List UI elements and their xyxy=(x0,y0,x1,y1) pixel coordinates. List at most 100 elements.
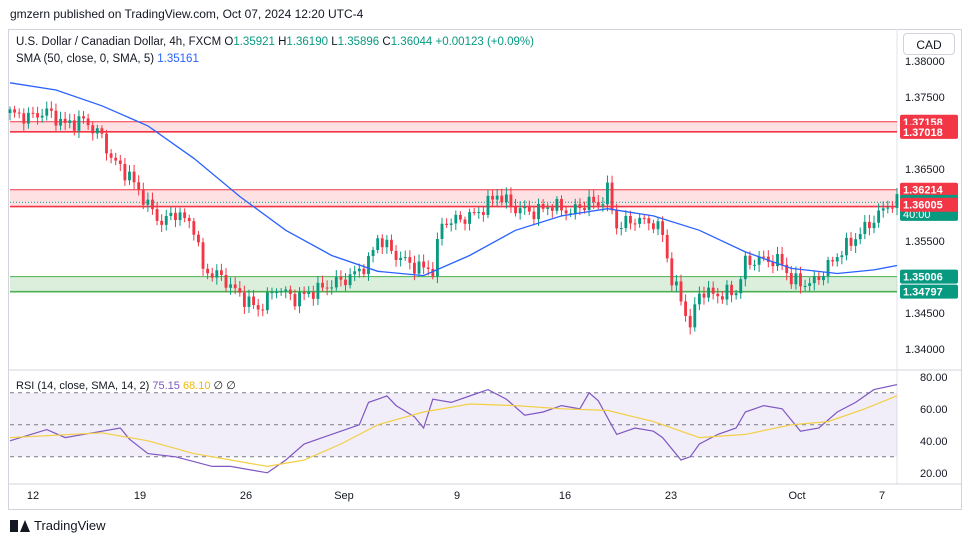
candle-body xyxy=(146,199,150,205)
candle-body xyxy=(458,214,462,220)
candle-body xyxy=(68,120,72,123)
change-value: +0.00123 (+0.09%) xyxy=(435,36,534,48)
price-label-text: 1.35006 xyxy=(903,272,943,284)
candle-body xyxy=(789,273,793,285)
candle-body xyxy=(647,218,651,224)
rsi-legend[interactable]: RSI (14, close, SMA, 14, 2) 75.15 68.10 … xyxy=(16,379,236,392)
candle-body xyxy=(486,195,490,215)
candle-body xyxy=(316,282,320,299)
candle-body xyxy=(261,309,265,311)
candle-body xyxy=(206,268,210,274)
candle-body xyxy=(8,109,12,113)
price-label-box xyxy=(900,197,958,212)
candle-body xyxy=(155,209,159,221)
candle-body xyxy=(665,234,669,259)
candle-body xyxy=(413,262,416,274)
time-tick-label: Sep xyxy=(334,490,354,502)
candle-body xyxy=(40,115,44,118)
candle-body xyxy=(123,163,127,181)
candle-body xyxy=(270,292,274,294)
candle-body xyxy=(886,207,890,209)
candle-body xyxy=(495,195,499,200)
candle-body xyxy=(661,221,665,235)
candle-body xyxy=(684,301,688,316)
candle-body xyxy=(642,217,646,219)
candle-body xyxy=(753,264,756,266)
price-label-box xyxy=(900,124,958,139)
candle-body xyxy=(651,223,655,230)
candle-body xyxy=(500,195,504,203)
candle-body xyxy=(114,157,118,161)
rsi-sma-value: 68.10 xyxy=(182,380,211,392)
candle-body xyxy=(826,259,830,277)
price-tick-label: 1.37500 xyxy=(905,92,945,104)
time-tick-label: 26 xyxy=(240,490,252,502)
candle-body xyxy=(845,237,848,256)
price-label-countdown: 40:00 xyxy=(903,209,931,221)
candle-body xyxy=(730,284,733,296)
candle-body xyxy=(596,202,600,206)
candle-body xyxy=(592,196,596,203)
sma-legend[interactable]: SMA (50, close, 0, SMA, 5) 1.35161 xyxy=(16,53,199,65)
candle-body xyxy=(275,292,278,294)
symbol-legend[interactable]: U.S. Dollar / Canadian Dollar, 4h, FXCM … xyxy=(16,36,534,48)
candle-body xyxy=(45,108,49,116)
candle-body xyxy=(380,238,384,248)
candle-body xyxy=(849,237,853,246)
candle-body xyxy=(348,274,352,286)
candle-body xyxy=(555,198,559,211)
candle-body xyxy=(808,283,812,286)
candle-body xyxy=(440,223,444,239)
price-label-text: 1.36214 xyxy=(903,185,944,197)
candle-body xyxy=(560,198,563,211)
candle-body xyxy=(743,255,747,280)
candle-body xyxy=(656,221,660,230)
candle-body xyxy=(449,223,453,225)
candle-body xyxy=(702,293,706,298)
candle-body xyxy=(362,268,366,275)
sma-label: SMA (50, close, 0, SMA, 5) xyxy=(16,53,155,65)
close-key: C xyxy=(382,36,391,48)
candle-body xyxy=(265,292,269,311)
candle-body xyxy=(863,221,867,235)
candle-body xyxy=(619,228,623,230)
candle-body xyxy=(353,271,357,275)
candle-body xyxy=(463,219,467,224)
candle-body xyxy=(468,212,472,224)
price-label-box xyxy=(900,269,958,284)
candle-body xyxy=(573,204,577,214)
candle-body xyxy=(854,239,858,246)
candle-body xyxy=(219,270,223,275)
candle-body xyxy=(210,273,214,278)
low-value: 1.35896 xyxy=(337,36,380,48)
candle-body xyxy=(59,118,62,126)
candle-body xyxy=(137,182,141,190)
close-value: 1.36044 xyxy=(390,36,433,48)
candle-body xyxy=(725,284,729,300)
candle-body xyxy=(197,234,200,243)
candle-body xyxy=(330,287,334,289)
candle-body xyxy=(564,210,568,214)
tradingview-logo[interactable]: TradingView xyxy=(10,518,106,533)
candle-body xyxy=(95,128,99,134)
currency-button[interactable]: CAD xyxy=(903,33,955,55)
candle-body xyxy=(307,292,311,294)
candle-body xyxy=(780,253,784,265)
sma-line xyxy=(9,82,898,277)
price-tick-label: 1.36500 xyxy=(905,164,945,176)
candle-body xyxy=(141,189,145,205)
candle-body xyxy=(766,256,770,262)
candle-body xyxy=(229,284,233,288)
candle-body xyxy=(72,120,76,131)
candle-body xyxy=(610,182,614,211)
candle-body xyxy=(776,253,779,267)
candle-body xyxy=(822,276,825,281)
candle-body xyxy=(835,257,839,262)
price-label-text: 1.36005 xyxy=(903,200,943,212)
time-tick-label: 23 xyxy=(665,490,677,502)
candle-body xyxy=(831,259,835,262)
candle-body xyxy=(615,210,619,229)
candle-body xyxy=(532,211,536,220)
tradingview-logo-icon xyxy=(10,519,30,532)
